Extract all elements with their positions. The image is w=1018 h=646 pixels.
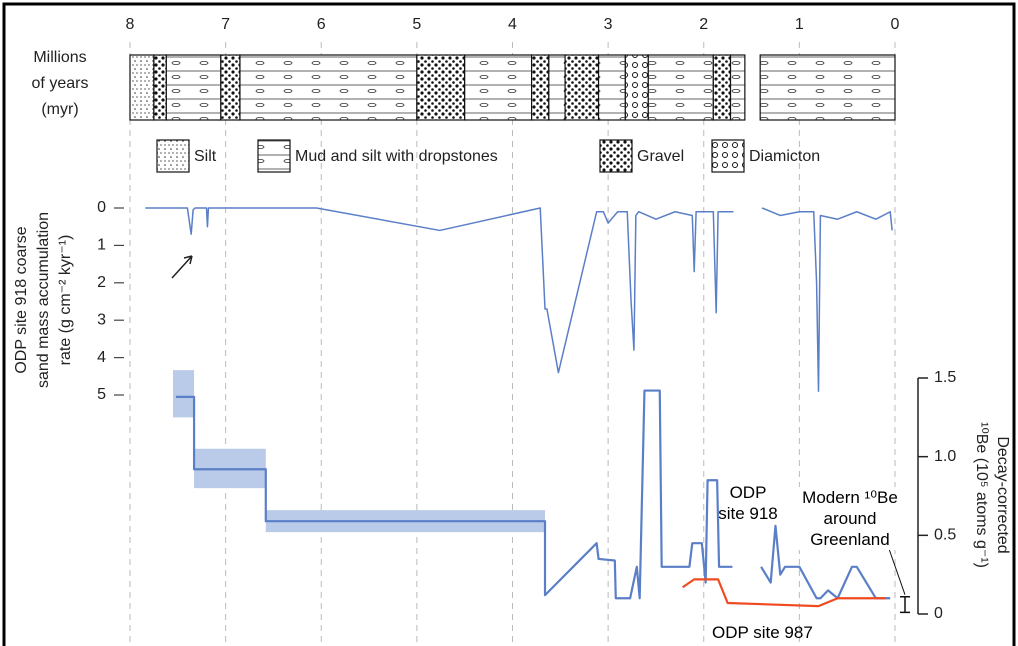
- x-tick-label: 7: [221, 16, 230, 33]
- legend-label: Gravel: [637, 148, 684, 165]
- y-tick-label: 2: [97, 274, 106, 291]
- series-line: [683, 579, 886, 606]
- y2-label: Decay-corrected ¹⁰Be (10⁵ atoms g⁻¹): [973, 422, 1011, 568]
- range-bracket: [900, 597, 910, 613]
- y-label-line: sand mass accumulation: [35, 212, 52, 388]
- y-label-line: ODP site 918 coarse: [13, 226, 30, 373]
- legend-swatch: [712, 140, 744, 172]
- legend-swatch: [600, 140, 632, 172]
- legend-label: Diamicton: [749, 148, 820, 165]
- x-label-line: of years: [32, 75, 89, 92]
- x-label-line: (myr): [41, 101, 78, 118]
- legend-label: Silt: [194, 148, 217, 165]
- y-label: ODP site 918 coarse sand mass accumulati…: [13, 212, 74, 388]
- lithology-unit: [599, 55, 626, 120]
- y-label-line: rate (g cm⁻² kyr⁻¹): [57, 235, 74, 366]
- x-tick-label: 5: [412, 16, 421, 33]
- lithology-unit: [731, 55, 745, 120]
- figure: Millions of years (myr) ODP site 918 coa…: [0, 0, 1018, 646]
- lithology-unit: [166, 55, 221, 120]
- y2-tick-label: 0: [934, 605, 943, 622]
- y-tick-label: 5: [97, 386, 106, 403]
- y-tick-label: 0: [97, 199, 106, 216]
- y-tick-label: 3: [97, 311, 106, 328]
- legend-swatch: [157, 140, 189, 172]
- lithology-unit: [565, 55, 598, 120]
- x-tick-label: 6: [317, 16, 326, 33]
- y-tick-label: 1: [97, 237, 106, 254]
- x-tick-label: 8: [126, 16, 135, 33]
- leader-line: [888, 546, 905, 595]
- lithology-unit: [417, 55, 465, 120]
- y2-tick-label: 1.0: [934, 448, 956, 465]
- x-tick-label: 3: [604, 16, 613, 33]
- x-tick-label: 2: [699, 16, 708, 33]
- lithology-unit: [625, 55, 648, 120]
- x-tick-label: 4: [508, 16, 517, 33]
- x-tick-label: 0: [891, 16, 900, 33]
- series-line: [762, 208, 892, 391]
- y2-label-line: ¹⁰Be (10⁵ atoms g⁻¹): [973, 422, 990, 568]
- arrow: [172, 256, 192, 278]
- y2-label-line: Decay-corrected: [994, 436, 1011, 553]
- series-line: [145, 208, 733, 373]
- lithology-unit: [240, 55, 417, 120]
- series-line: [176, 391, 733, 599]
- legend-swatch: [258, 140, 290, 172]
- lithology-unit: [221, 55, 240, 120]
- lithology-unit: [154, 55, 166, 120]
- y-tick-label: 4: [97, 349, 106, 366]
- lithology-unit: [648, 55, 713, 120]
- y2-tick-label: 1.5: [934, 369, 956, 386]
- lithology-unit: [549, 55, 565, 120]
- annotation: Modern ¹⁰Be around Greenland: [790, 487, 910, 550]
- lithology-unit: [532, 55, 549, 120]
- series-label: ODP site 918: [718, 482, 778, 524]
- lithology-unit: [465, 55, 532, 120]
- lithology-unit: [130, 55, 154, 120]
- lithology-unit: [760, 55, 895, 120]
- x-label-line: Millions: [33, 49, 86, 66]
- lithology-unit: [713, 55, 730, 120]
- uncertainty-band: [173, 370, 545, 532]
- legend-label: Mud and silt with dropstones: [295, 148, 498, 165]
- x-tick-label: 1: [795, 16, 804, 33]
- y2-tick-label: 0.5: [934, 527, 956, 544]
- series-label: ODP site 987: [712, 622, 852, 643]
